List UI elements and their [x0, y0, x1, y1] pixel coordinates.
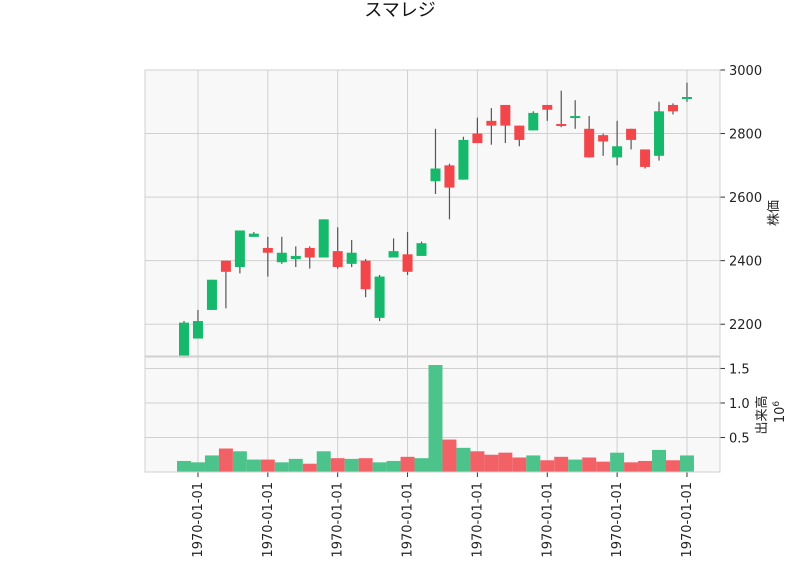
candle-body — [528, 112, 539, 131]
candle-body — [262, 247, 273, 253]
candle-body — [248, 233, 259, 237]
volume-bar — [302, 463, 317, 472]
volume-axis-label: 出来高 — [754, 395, 770, 434]
volume-bar — [484, 454, 499, 472]
candle-body — [318, 219, 329, 258]
volume-bar — [400, 456, 415, 472]
x-tick-label: 1970-01-01 — [470, 482, 485, 558]
volume-bar — [386, 460, 401, 472]
volume-multiplier-label: 106 — [772, 401, 788, 424]
volume-bar — [610, 452, 625, 472]
volume-tick-label: 1.5 — [729, 362, 750, 377]
candle-body — [472, 133, 483, 144]
candle-body — [570, 116, 581, 119]
volume-bar — [274, 462, 289, 472]
candle-body — [402, 254, 413, 272]
volume-tick-label: 1.0 — [729, 397, 750, 412]
candle-body — [681, 97, 692, 100]
candle-body — [514, 125, 525, 140]
x-tick-label: 1970-01-01 — [610, 482, 625, 558]
price-axis-label: 株価 — [767, 200, 782, 226]
price-tick-label: 2400 — [729, 255, 762, 270]
volume-bar — [218, 448, 233, 472]
x-tick-label: 1970-01-01 — [540, 482, 555, 558]
volume-bar — [190, 462, 205, 472]
candle-body — [640, 149, 651, 167]
candle-body — [598, 135, 609, 142]
x-tick-label: 1970-01-01 — [191, 482, 206, 558]
volume-bar — [512, 457, 527, 472]
price-panel-border — [144, 69, 721, 357]
candle-body — [360, 260, 371, 290]
candle-body — [612, 146, 623, 158]
volume-bar — [582, 457, 597, 472]
volume-bar — [679, 455, 694, 472]
volume-bar — [232, 451, 247, 472]
volume-bar — [177, 460, 191, 472]
price-panel — [144, 69, 721, 357]
volume-bar — [470, 451, 485, 472]
candle-body — [304, 247, 315, 258]
x-tick-label: 1970-01-01 — [261, 482, 276, 558]
candle-body — [206, 279, 217, 310]
candle-body — [654, 111, 665, 156]
candle-body — [486, 120, 497, 126]
volume-bar — [428, 365, 443, 472]
x-tick-label: 1970-01-01 — [680, 482, 695, 558]
candle-body — [458, 139, 469, 180]
volume-bar — [204, 455, 219, 472]
volume-bar — [358, 458, 373, 472]
candle-body — [444, 165, 455, 188]
volume-bar — [638, 460, 653, 472]
volume-bar — [652, 449, 667, 472]
x-tick-label: 1970-01-01 — [331, 482, 346, 558]
candle-body — [179, 322, 189, 358]
price-tick-label: 2800 — [729, 128, 762, 143]
volume-bar — [624, 462, 639, 472]
candle-body — [346, 252, 357, 264]
candle-body — [584, 128, 595, 158]
candle-body — [416, 243, 427, 256]
volume-bar — [260, 459, 275, 472]
volume-bar — [414, 458, 429, 472]
candle-body — [388, 251, 399, 258]
volume-bar — [596, 461, 611, 472]
volume-bar — [344, 458, 359, 472]
price-tick-label: 2200 — [729, 318, 762, 333]
candle-body — [626, 128, 637, 140]
volume-bar — [526, 455, 541, 472]
volume-tick-label: 0.5 — [729, 431, 750, 446]
volume-bar — [330, 458, 345, 472]
volume-bar — [554, 456, 569, 472]
candle-body — [332, 251, 343, 268]
candle-body — [374, 276, 385, 318]
candle-body — [276, 252, 287, 263]
candle-body — [500, 104, 511, 126]
volume-bar — [288, 458, 303, 472]
volume-bar — [246, 459, 261, 472]
volume-bar — [372, 462, 387, 472]
volume-bar — [442, 439, 457, 472]
candle-body — [556, 124, 567, 127]
chart-title: スマレジ — [364, 0, 436, 21]
price-tick-label: 3000 — [729, 64, 762, 79]
volume-bar — [316, 451, 331, 472]
volume-bar — [540, 460, 555, 472]
price-tick-label: 2600 — [729, 191, 762, 206]
candle-body — [290, 255, 301, 260]
volume-bar — [666, 460, 680, 472]
candle-body — [668, 104, 678, 112]
volume-panel-border — [144, 356, 721, 473]
volume-bar — [568, 459, 583, 472]
candle-body — [192, 321, 203, 339]
candle-body — [220, 260, 231, 272]
candle-body — [234, 230, 245, 268]
volume-bar — [498, 452, 513, 472]
candle-body — [430, 168, 441, 182]
x-tick-label: 1970-01-01 — [401, 482, 416, 558]
volume-bar — [456, 447, 471, 472]
candle-body — [542, 104, 553, 110]
